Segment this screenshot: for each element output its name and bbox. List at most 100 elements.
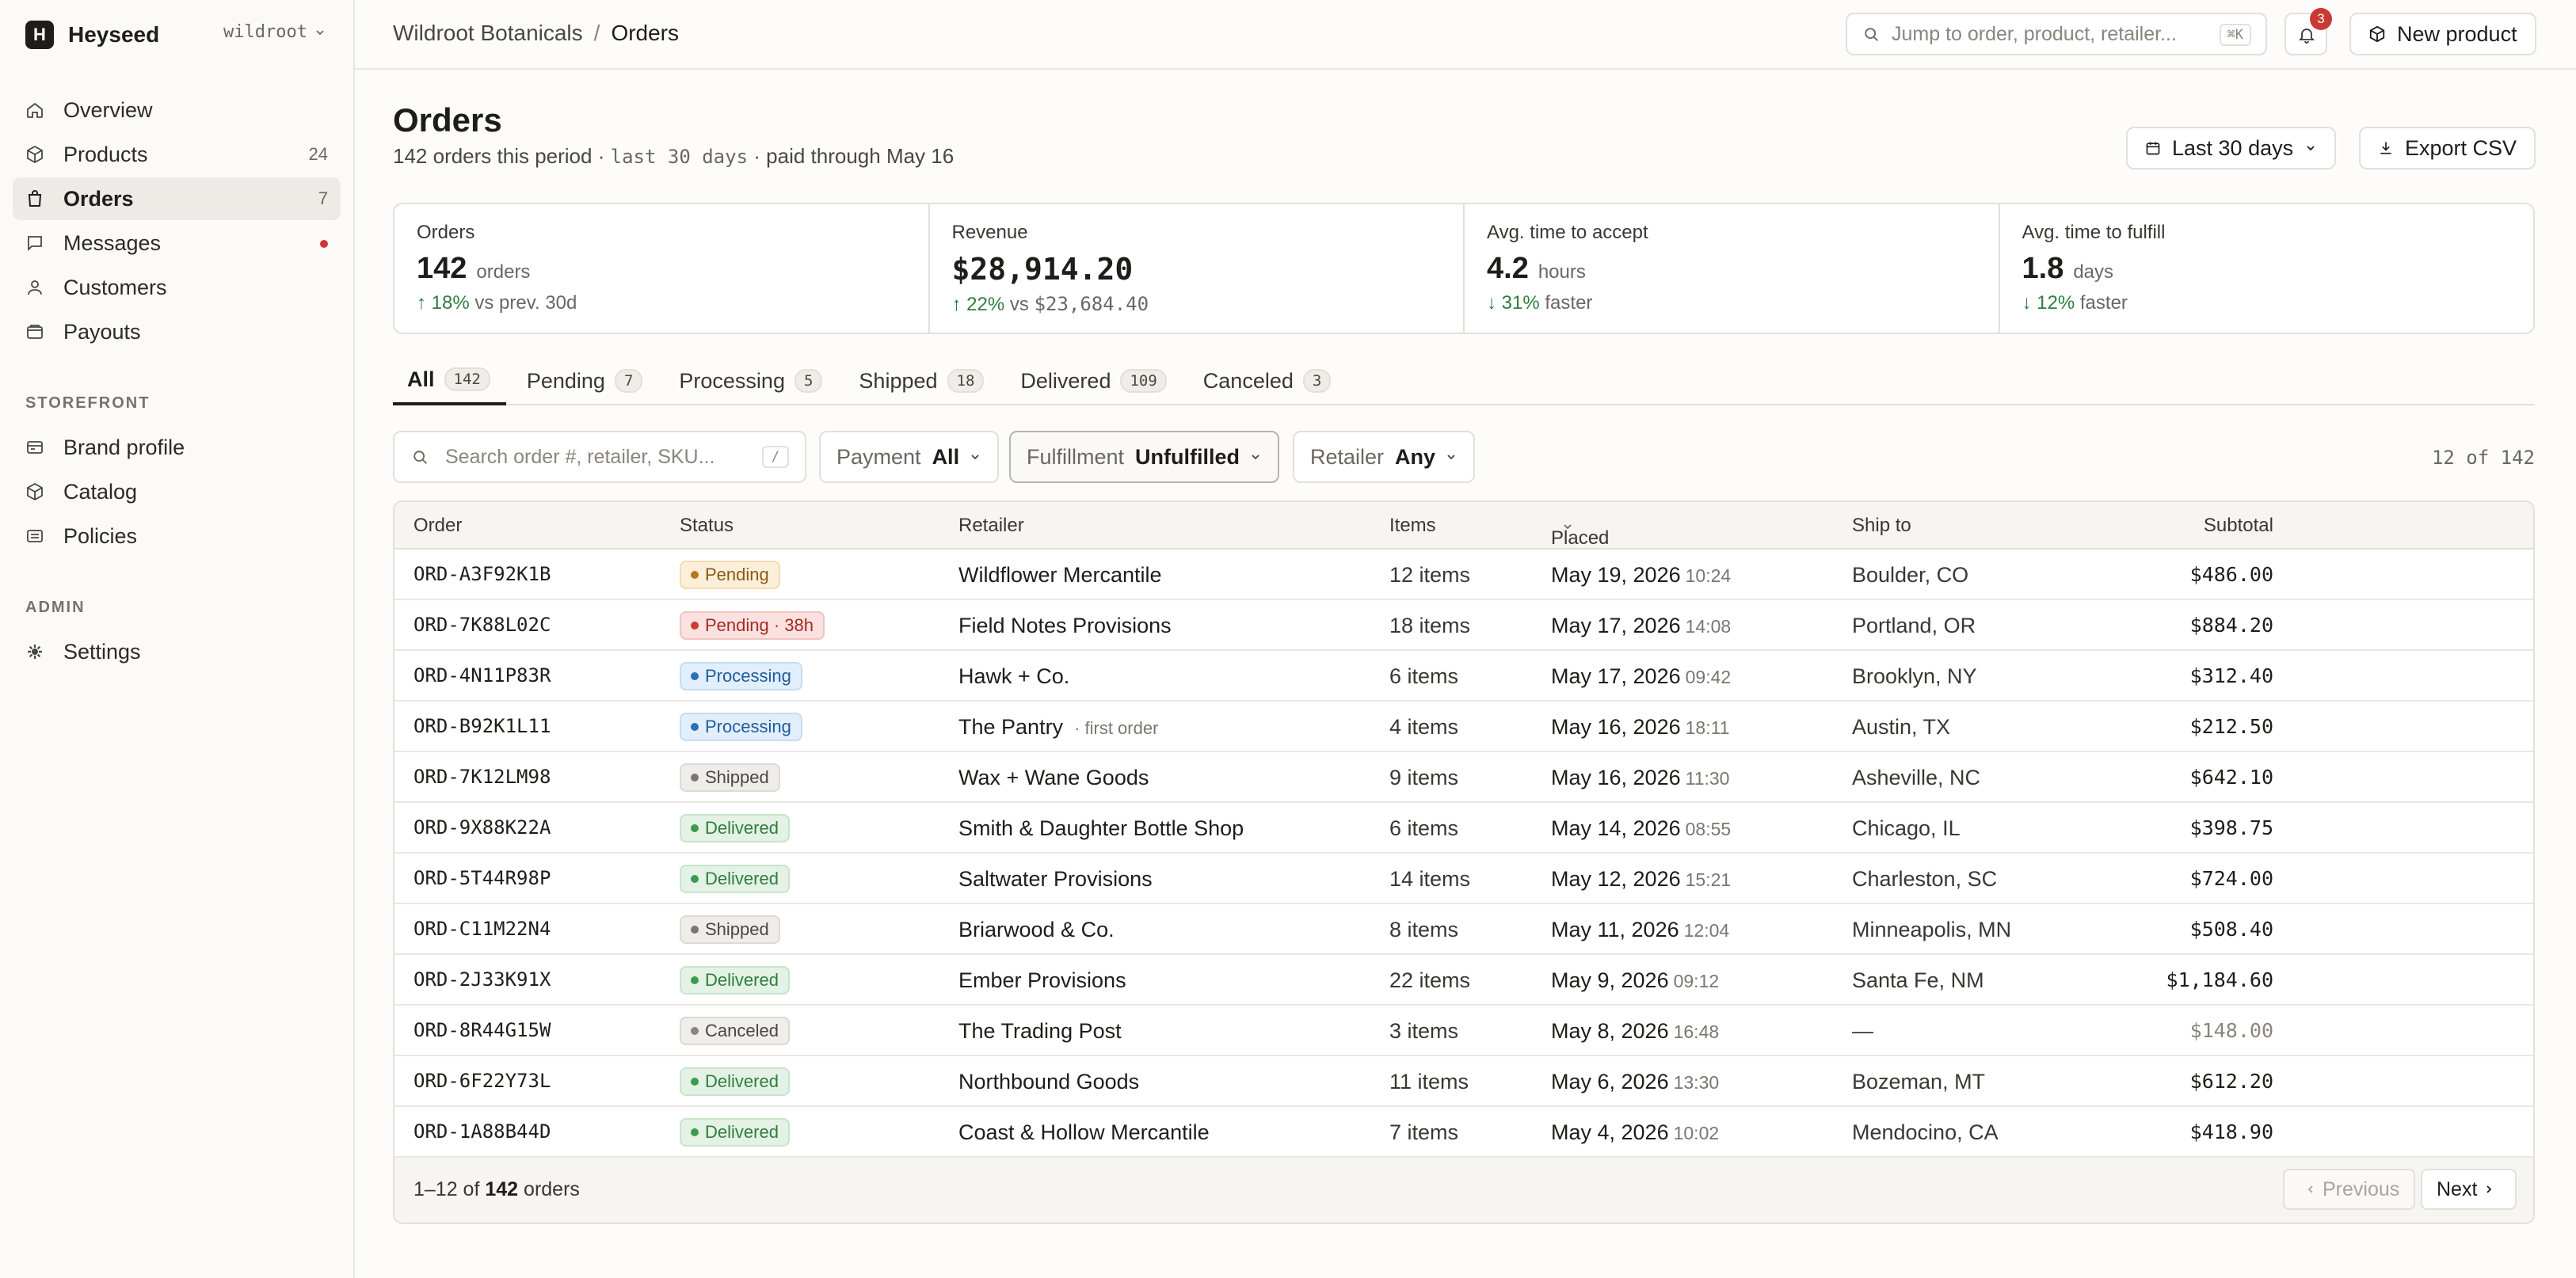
column-header-placed[interactable]: Placed (1551, 515, 1609, 549)
arrow-up-icon: ↑ (951, 294, 967, 315)
order-id[interactable]: ORD-8R44G15W (413, 1019, 551, 1041)
table-row[interactable]: ORD-B92K1L11 Processing The Pantry · first … (394, 702, 2533, 752)
retailer-filter[interactable]: Retailer Any (1293, 431, 1476, 483)
notifications-button[interactable]: 3 (2284, 8, 2332, 55)
status-label: Delivered (705, 869, 779, 888)
sidebar-item-payouts[interactable]: Payouts (13, 310, 341, 353)
tab-label: Processing (679, 368, 785, 393)
retailer-name[interactable]: Hawk + Co. (958, 664, 1070, 688)
retailer-name[interactable]: Northbound Goods (958, 1070, 1140, 1094)
stat-time-to-fulfill: Avg. time to fulfill 1.8 days ↓ 12% faste… (2000, 204, 2534, 333)
ship-to: Austin, TX (1852, 715, 1951, 739)
tab-canceled[interactable]: Canceled 3 (1187, 356, 1347, 405)
pagination-range: 1–12 of (413, 1178, 480, 1200)
order-id[interactable]: ORD-7K88L02C (413, 614, 551, 636)
status-badge: Shipped (680, 763, 780, 792)
order-id[interactable]: ORD-7K12LM98 (413, 766, 551, 788)
retailer-name[interactable]: The Pantry (958, 715, 1064, 739)
stat-value: $28,914.20 (952, 252, 1442, 287)
retailer-name[interactable]: The Trading Post (958, 1019, 1122, 1043)
order-id[interactable]: ORD-6F22Y73L (413, 1070, 551, 1092)
export-csv-button[interactable]: Export CSV (2359, 127, 2536, 169)
status-pill: Pending (680, 561, 780, 589)
tab-label: Pending (526, 368, 605, 393)
status-badge: Pending · 38h (680, 610, 825, 640)
breadcrumb-parent[interactable]: Wildroot Botanicals (393, 21, 583, 45)
table-row[interactable]: ORD-7K12LM98 Shipped Wax + Wane Goods 9 ite… (394, 752, 2533, 803)
subtotal: $724.00 (2189, 867, 2273, 890)
sidebar-item-products[interactable]: Products 24 (13, 133, 341, 176)
table-row[interactable]: ORD-5T44R98P Delivered Saltwater Provision… (394, 854, 2533, 904)
column-header-items[interactable]: Items (1389, 515, 1436, 536)
tab-delivered[interactable]: Delivered 109 (1004, 356, 1182, 405)
retailer-name[interactable]: Field Notes Provisions (958, 614, 1172, 637)
next-page-button[interactable]: Next (2421, 1169, 2517, 1210)
placed-cell: May 8, 2026 16:48 (1551, 1019, 1719, 1044)
placed-time: 09:42 (1685, 667, 1732, 687)
payment-filter[interactable]: Payment All (819, 431, 1000, 483)
sidebar: H Heyseed wildroot Overview Products 24 … (0, 0, 355, 1278)
placed-date: May 16, 2026 (1551, 766, 1681, 789)
status-badge: Canceled (680, 1016, 790, 1045)
table-row[interactable]: ORD-4N11P83R Processing Hawk + Co. 6 items M… (394, 651, 2533, 702)
order-id[interactable]: ORD-2J33K91X (413, 968, 551, 991)
tab-shipped[interactable]: Shipped 18 (843, 356, 1000, 405)
jump-search[interactable]: Jump to order, product, retailer... ⌘K (1846, 13, 2267, 55)
order-id[interactable]: ORD-B92K1L11 (413, 715, 551, 737)
table-row[interactable]: ORD-9X88K22A Delivered Smith & Daughter Bo… (394, 803, 2533, 854)
order-id[interactable]: ORD-5T44R98P (413, 867, 551, 889)
tab-pending[interactable]: Pending 7 (511, 356, 659, 405)
previous-page-button[interactable]: Previous (2283, 1169, 2416, 1210)
tab-all[interactable]: All 142 (393, 356, 506, 405)
stat-delta-note: vs prev. 30d (474, 292, 577, 314)
sidebar-item-settings[interactable]: Settings (13, 630, 341, 673)
table-row[interactable]: ORD-6F22Y73L Delivered Northbound Goods 11 … (394, 1056, 2533, 1107)
sidebar-item-orders[interactable]: Orders 7 (13, 177, 341, 220)
retailer-name[interactable]: Saltwater Provisions (958, 867, 1153, 891)
stat-delta-value: 22% (966, 294, 1005, 315)
status-label: Processing (705, 717, 791, 736)
order-id[interactable]: ORD-1A88B44D (413, 1120, 551, 1143)
fulfillment-filter[interactable]: Fulfillment Unfulfilled (1009, 431, 1280, 483)
column-header-ship-to[interactable]: Ship to (1852, 515, 1911, 536)
retailer-name[interactable]: Wax + Wane Goods (958, 766, 1149, 789)
table-row[interactable]: ORD-7K88L02C Pending · 38h Field Notes Pro… (394, 600, 2533, 651)
workspace-switcher[interactable]: wildroot (223, 22, 326, 42)
order-id[interactable]: ORD-C11M22N4 (413, 918, 551, 940)
brand[interactable]: H Heyseed (25, 19, 159, 51)
table-row[interactable]: ORD-A3F92K1B Pending Wildflower Mercantile… (394, 550, 2533, 600)
sidebar-item-policies[interactable]: Policies (13, 515, 341, 557)
column-header-retailer[interactable]: Retailer (958, 515, 1024, 536)
retailer-name[interactable]: Ember Provisions (958, 968, 1126, 992)
column-header-subtotal[interactable]: Subtotal (2203, 515, 2273, 536)
subtotal: $418.90 (2189, 1120, 2273, 1143)
order-id[interactable]: ORD-4N11P83R (413, 664, 551, 687)
items-count: 6 items (1389, 664, 1459, 688)
status-badge: Delivered (680, 864, 790, 893)
table-row[interactable]: ORD-2J33K91X Delivered Ember Provisions 22 … (394, 955, 2533, 1006)
table-footer: 1–12 of 142 orders Previous Next (394, 1158, 2533, 1223)
order-search-input[interactable]: Search order #, retailer, SKU... / (393, 431, 806, 483)
retailer-name[interactable]: Coast & Hollow Mercantile (958, 1120, 1210, 1144)
table-row[interactable]: ORD-1A88B44D Delivered Coast & Hollow Merc… (394, 1107, 2533, 1158)
retailer-name[interactable]: Smith & Daughter Bottle Shop (958, 816, 1244, 840)
retailer-name[interactable]: Briarwood & Co. (958, 918, 1115, 941)
breadcrumb-separator: / (593, 21, 600, 45)
order-id[interactable]: ORD-A3F92K1B (413, 563, 551, 585)
sidebar-item-messages[interactable]: Messages (13, 222, 341, 264)
sidebar-item-label: Policies (63, 523, 138, 548)
sidebar-item-catalog[interactable]: Catalog (13, 470, 341, 513)
tab-processing[interactable]: Processing 5 (663, 356, 838, 405)
table-row[interactable]: ORD-8R44G15W Canceled The Trading Post 3 it… (394, 1006, 2533, 1056)
column-header-order[interactable]: Order (413, 515, 463, 536)
column-header-status[interactable]: Status (680, 515, 734, 536)
table-row[interactable]: ORD-C11M22N4 Shipped Briarwood & Co. 8 item… (394, 904, 2533, 955)
date-range-button[interactable]: Last 30 days (2126, 127, 2337, 169)
order-id[interactable]: ORD-9X88K22A (413, 816, 551, 839)
retailer-name[interactable]: Wildflower Mercantile (958, 563, 1162, 587)
new-product-button[interactable]: New product (2349, 13, 2536, 55)
breadcrumb-current: Orders (611, 21, 680, 45)
sidebar-item-brand-profile[interactable]: Brand profile (13, 426, 341, 469)
sidebar-item-customers[interactable]: Customers (13, 266, 341, 309)
sidebar-item-overview[interactable]: Overview (13, 89, 341, 131)
